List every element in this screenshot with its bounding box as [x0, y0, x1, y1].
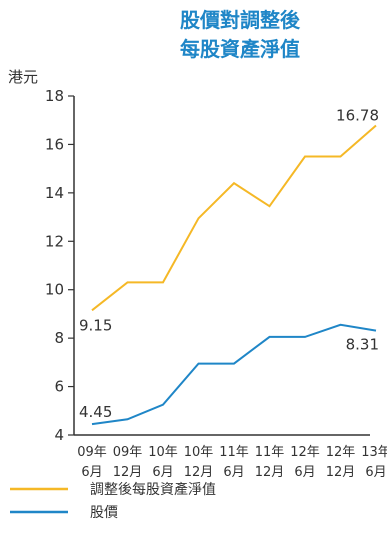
chart-title-line-1: 股價對調整後: [180, 8, 301, 32]
x-tick-label-month: 6月: [294, 465, 315, 480]
series-line-share-price: [91, 323, 377, 426]
x-tick-label-year: 13年: [361, 445, 387, 460]
data-labels: 9.15 16.78 4.45 8.31: [79, 107, 379, 422]
x-tick-label-month: 6月: [152, 465, 173, 480]
x-tick-label-year: 11年: [219, 445, 249, 460]
y-ticks: 4 6 8 10 12 14 16 18: [45, 87, 74, 444]
x-tick-label-month: 6月: [223, 465, 244, 480]
x-tick-label-month: 12月: [113, 465, 143, 480]
y-tick-label: 14: [45, 184, 64, 202]
data-label-last: 8.31: [346, 336, 379, 354]
x-tick-label-year: 10年: [148, 445, 178, 460]
y-axis-label: 港元: [8, 68, 38, 86]
y-tick-label: 18: [45, 87, 64, 105]
series-group: [91, 124, 377, 426]
x-tick-label-year: 12年: [326, 445, 356, 460]
x-tick-label-month: 6月: [365, 465, 386, 480]
x-tick-label-year: 09年: [77, 445, 107, 460]
legend-label: 股價: [90, 504, 118, 521]
x-tick-label-year: 12年: [290, 445, 320, 460]
series-line-adjusted-nav: [91, 124, 377, 312]
x-tick-label-year: 10年: [184, 445, 214, 460]
chart-title-line-2: 每股資產淨值: [180, 37, 300, 61]
x-ticks: 09年 6月 09年 12月 10年 6月 10年 12月 11年 6月 11年 12月 12年 6月 12…: [77, 445, 387, 480]
y-tick-label: 4: [54, 426, 64, 444]
x-tick-label-year: 09年: [113, 445, 143, 460]
data-label-first: 4.45: [79, 403, 112, 421]
x-tick-label-month: 12月: [326, 465, 356, 480]
y-tick-label: 16: [45, 135, 64, 153]
x-tick-label-month: 12月: [184, 465, 214, 480]
legend-label: 調整後每股資產淨值: [90, 481, 216, 498]
data-label-first: 9.15: [79, 316, 112, 334]
x-tick-label-month: 6月: [81, 465, 102, 480]
y-tick-label: 8: [54, 329, 64, 347]
y-tick-label: 6: [54, 378, 64, 396]
x-tick-label-month: 12月: [255, 465, 285, 480]
y-tick-label: 10: [45, 281, 64, 299]
y-tick-label: 12: [45, 232, 64, 250]
x-tick-label-year: 11年: [255, 445, 285, 460]
data-label-last: 16.78: [336, 107, 379, 125]
